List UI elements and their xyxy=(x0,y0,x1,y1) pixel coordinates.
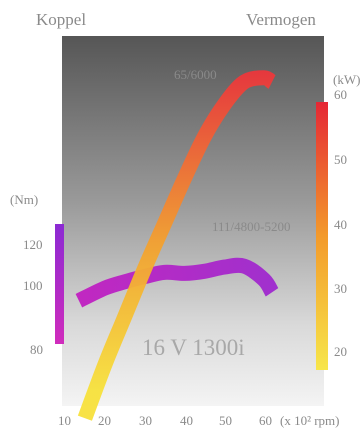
right-tick-label: 40 xyxy=(334,217,347,232)
left-tick-labels: 120 100 80 xyxy=(23,237,43,357)
x-tick-label: 20 xyxy=(98,413,111,428)
power-series-line xyxy=(77,70,277,421)
right-tick-label: 50 xyxy=(334,152,347,167)
x-tick-label: 30 xyxy=(139,413,152,428)
left-axis-color-bar xyxy=(55,224,64,344)
x-axis-unit: (x 10² rpm) xyxy=(280,413,340,428)
left-tick-label: 80 xyxy=(30,342,43,357)
torque-series-line xyxy=(75,257,279,308)
left-tick-label: 120 xyxy=(23,237,43,252)
series-layer xyxy=(75,70,279,421)
right-title: Vermogen xyxy=(246,10,316,29)
x-tick-label: 10 xyxy=(58,413,71,428)
right-tick-labels: 60 50 40 30 20 xyxy=(334,87,347,359)
right-axis-unit: (kW) xyxy=(333,72,360,87)
right-axis-color-bar xyxy=(316,102,328,370)
torque-peak-annotation: 111/4800-5200 xyxy=(212,219,290,234)
left-axis-unit: (Nm) xyxy=(10,192,38,207)
right-tick-label: 60 xyxy=(334,87,347,102)
x-tick-label: 60 xyxy=(259,413,272,428)
power-peak-annotation: 65/6000 xyxy=(174,67,217,82)
right-tick-label: 20 xyxy=(334,344,347,359)
x-tick-label: 50 xyxy=(219,413,232,428)
chart-title: 16 V 1300i xyxy=(142,335,245,360)
left-title: Koppel xyxy=(36,10,86,29)
x-tick-labels: 10 20 30 40 50 60 (x 10² rpm) xyxy=(58,413,340,428)
right-tick-label: 30 xyxy=(334,281,347,296)
left-tick-label: 100 xyxy=(23,278,43,293)
x-tick-label: 40 xyxy=(180,413,193,428)
